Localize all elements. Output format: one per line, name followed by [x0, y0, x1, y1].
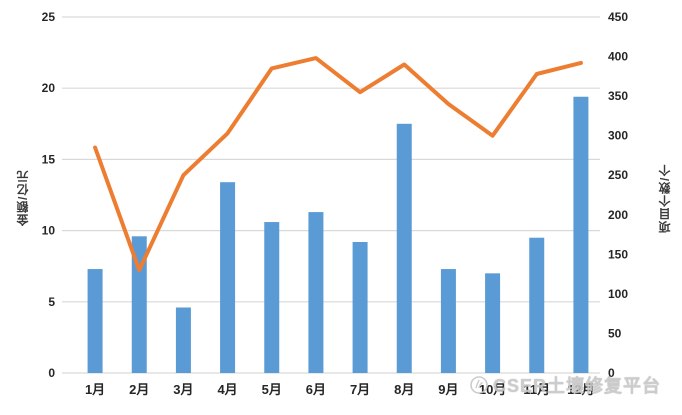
bar — [485, 273, 501, 373]
x-axis-label: 3月 — [173, 382, 193, 397]
watermark-text: CSER土壤修复平台 — [493, 376, 662, 396]
left-axis-title: 金额/亿元 — [16, 169, 30, 227]
left-axis-tick-label: 0 — [48, 366, 55, 380]
x-axis-label: 12月 — [567, 382, 594, 397]
bar — [308, 212, 324, 373]
right-axis-tick-label: 200 — [608, 208, 628, 222]
left-axis-tick-label: 20 — [42, 81, 56, 95]
x-axis-label: 1月 — [85, 382, 105, 397]
x-axis-label: 11月 — [523, 382, 550, 397]
bar — [87, 269, 103, 373]
line-series — [93, 56, 583, 273]
left-axis-tick-label: 10 — [42, 224, 56, 238]
right-axis-tick-label: 250 — [608, 168, 628, 182]
right-axis-tick-label: 400 — [608, 50, 628, 64]
right-axis-tick-label: 300 — [608, 129, 628, 143]
bar — [264, 222, 280, 373]
left-axis-tick-label: 25 — [42, 10, 56, 24]
right-axis-tick-label: 450 — [608, 10, 628, 24]
x-axis-label: 4月 — [217, 382, 237, 397]
x-axis-label: 7月 — [350, 382, 370, 397]
bar — [573, 96, 589, 373]
bar — [529, 237, 545, 373]
x-axis-label: 5月 — [262, 382, 282, 397]
right-axis-tick-label: 100 — [608, 287, 628, 301]
bar — [220, 182, 236, 373]
x-axis-label: 8月 — [394, 382, 414, 397]
bar — [352, 241, 368, 373]
watermark-logo-icon — [470, 376, 488, 394]
right-axis-tick-label: 150 — [608, 247, 628, 261]
bar — [131, 236, 147, 373]
x-axis-label: 9月 — [438, 382, 458, 397]
left-axis-tick-label: 15 — [42, 152, 56, 166]
x-axis-label: 2月 — [129, 382, 149, 397]
x-axis-label: 10月 — [479, 382, 506, 397]
bar — [396, 123, 412, 373]
x-axis-label: 6月 — [306, 382, 326, 397]
right-axis-title: 项目个数/个 — [658, 163, 672, 233]
bar — [440, 269, 456, 373]
left-axis-tick-label: 5 — [48, 295, 55, 309]
right-axis-tick-label: 350 — [608, 89, 628, 103]
watermark: CSER土壤修复平台 — [470, 372, 661, 398]
right-axis-tick-label: 0 — [608, 366, 615, 380]
bar — [175, 307, 191, 373]
right-axis-tick-label: 50 — [608, 326, 622, 340]
